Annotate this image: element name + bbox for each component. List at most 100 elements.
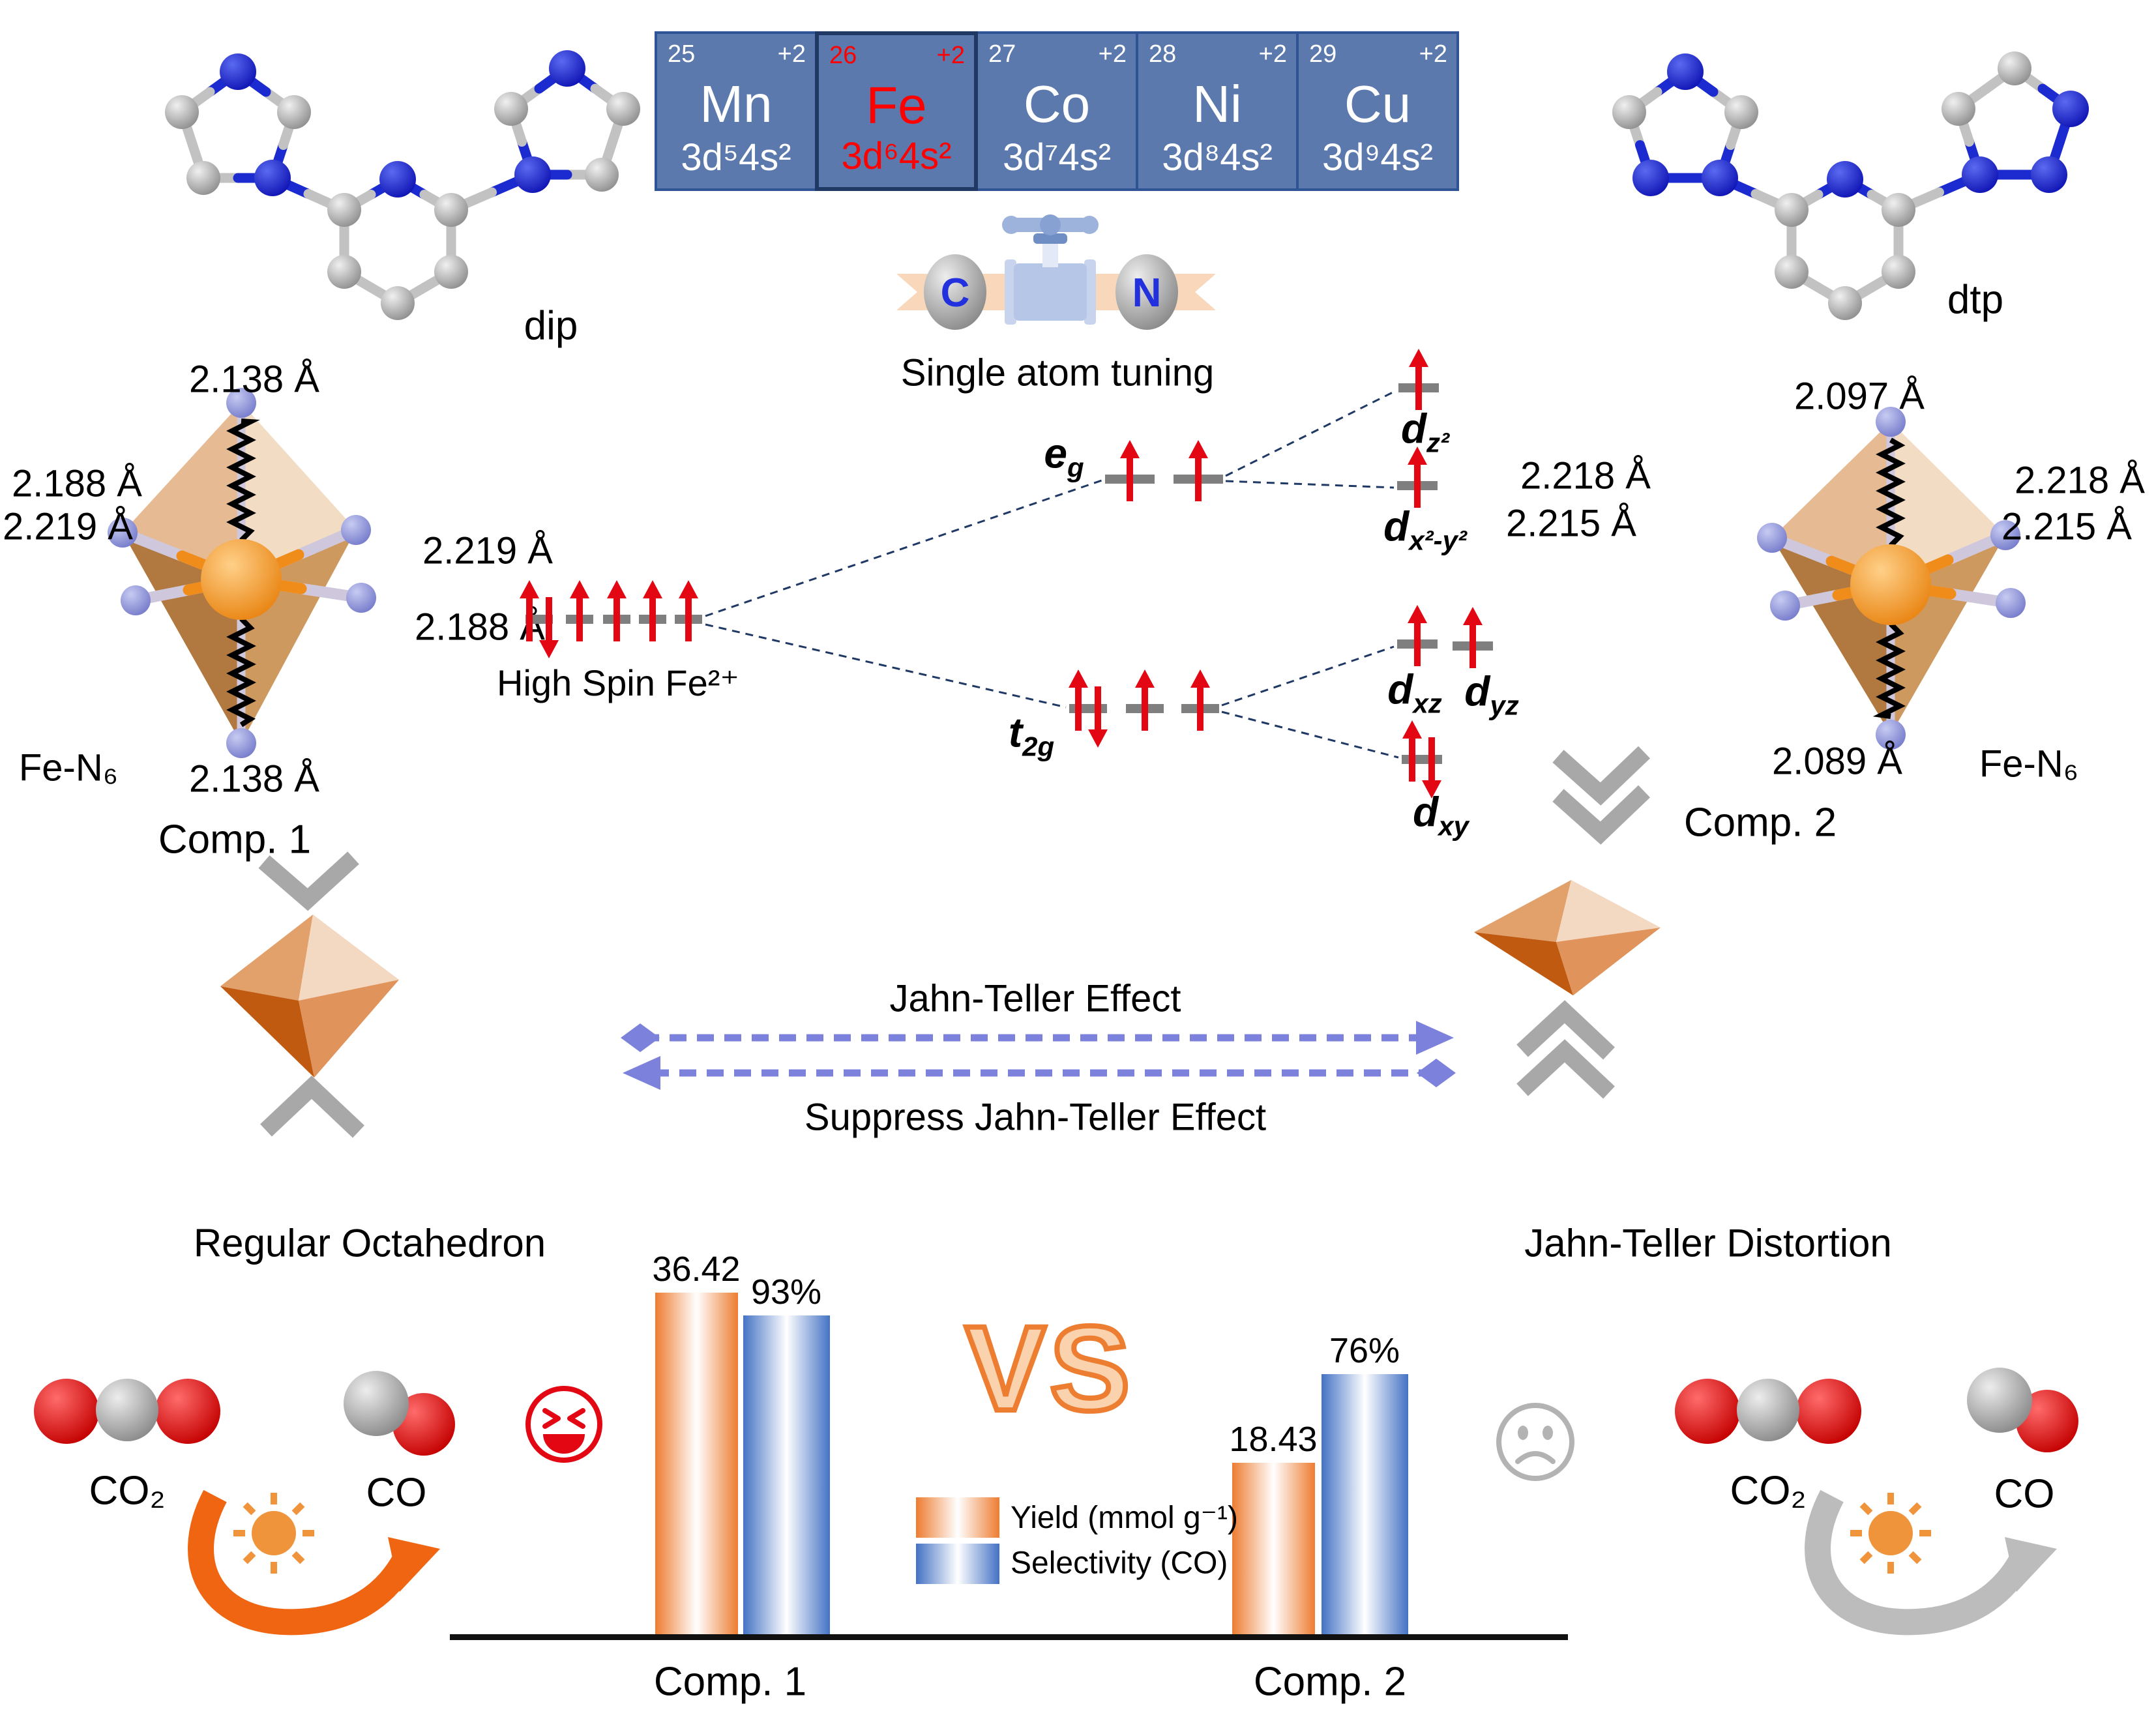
comp1-bond-bottom: 2.138 Å bbox=[189, 757, 319, 800]
atomic-number: 27 bbox=[988, 40, 1016, 68]
dyz-label: dyz bbox=[1464, 668, 1519, 721]
comp2-fen6-octahedron bbox=[1757, 407, 2026, 750]
comp2-bond-right-lower: 2.215 Å bbox=[2001, 505, 2132, 548]
svg-text:C: C bbox=[941, 271, 970, 316]
diamond-end bbox=[1417, 1059, 1456, 1087]
chevron-icon bbox=[1552, 746, 1650, 806]
spring-axial-bottom bbox=[1872, 622, 1906, 719]
oxidation-state: +2 bbox=[1258, 40, 1287, 68]
co2-molecule-left bbox=[34, 1379, 220, 1444]
nitrogen-atom bbox=[108, 518, 138, 548]
legend-swatch-selectivity bbox=[916, 1544, 999, 1584]
bar-selectivity-comp2 bbox=[1322, 1374, 1408, 1637]
co2-label-right: CO₂ bbox=[1730, 1468, 1807, 1514]
element-symbol: Co bbox=[1023, 75, 1091, 133]
curved-arrow bbox=[1805, 1490, 2034, 1636]
nitrogen-atom bbox=[1770, 591, 1800, 621]
oxidation-state: +2 bbox=[936, 42, 965, 69]
value-yield-comp1: 36.42 bbox=[652, 1250, 741, 1289]
value-selectivity-comp1: 93% bbox=[750, 1272, 822, 1312]
jahn-teller-effect-label: Jahn-Teller Effect bbox=[889, 977, 1181, 1020]
dip-label: dip bbox=[524, 303, 578, 349]
bar-yield-comp1 bbox=[655, 1293, 738, 1637]
sun-icon bbox=[1868, 1511, 1913, 1555]
comp1-bond-top: 2.138 Å bbox=[189, 358, 319, 401]
nitrogen-atom bbox=[226, 728, 256, 758]
comp1-bond-left-upper: 2.188 Å bbox=[12, 462, 142, 505]
bar-yield-comp2 bbox=[1232, 1463, 1315, 1637]
nitrogen-atom bbox=[1876, 720, 1906, 750]
chevron-icon bbox=[1516, 1000, 1615, 1060]
electron-config: 3d⁷4s² bbox=[1002, 136, 1112, 179]
legend-label-yield: Yield (mmol g⁻¹) bbox=[1011, 1501, 1238, 1535]
vs-text: VS bbox=[963, 1299, 1134, 1439]
comp2-title: Comp. 2 bbox=[1683, 800, 1837, 845]
co2-label-left: CO₂ bbox=[89, 1468, 166, 1514]
dxy-label: dxy bbox=[1413, 788, 1469, 842]
co-label-left: CO bbox=[366, 1470, 427, 1516]
curved-arrowhead bbox=[388, 1537, 440, 1592]
t2g-label: t2g bbox=[1008, 709, 1055, 762]
nitrogen-atom bbox=[1876, 407, 1906, 437]
oxidation-state: +2 bbox=[777, 40, 806, 68]
nitrogen-atom bbox=[346, 583, 376, 613]
value-selectivity-comp2: 76% bbox=[1329, 1331, 1400, 1370]
periodic-cell-Co: 27 +2 Co 3d⁷4s² bbox=[975, 31, 1138, 191]
nitrogen-atom bbox=[1757, 523, 1787, 553]
photocatalysis-arrow-right bbox=[1805, 1490, 2057, 1636]
comp2-formula: Fe-N₆ bbox=[1979, 742, 2079, 785]
eg-label: eg bbox=[1044, 430, 1084, 483]
diamond-end bbox=[621, 1023, 660, 1052]
oxidation-state: +2 bbox=[1098, 40, 1127, 68]
happy-face-icon bbox=[525, 1386, 602, 1463]
chevron-icon bbox=[1552, 785, 1650, 845]
comp1-title: Comp. 1 bbox=[158, 817, 312, 862]
suppress-jahn-teller-label: Suppress Jahn-Teller Effect bbox=[804, 1096, 1267, 1139]
atomic-number: 29 bbox=[1309, 40, 1337, 68]
arrowhead-right bbox=[1416, 1021, 1454, 1055]
spring-axial-bottom bbox=[226, 617, 256, 727]
legend-label-selectivity: Selectivity (CO) bbox=[1011, 1546, 1228, 1581]
iron-atom bbox=[1850, 544, 1931, 625]
co2-molecule-right bbox=[1675, 1379, 1861, 1444]
dtp-label: dtp bbox=[1947, 277, 2004, 323]
electron-config: 3d⁸4s² bbox=[1162, 136, 1273, 179]
chevron-icon bbox=[1516, 1039, 1615, 1099]
element-symbol: Ni bbox=[1192, 75, 1242, 133]
chart-baseline bbox=[450, 1634, 1568, 1640]
atomic-number: 26 bbox=[829, 42, 857, 69]
single-atom-tuning-caption: Single atom tuning bbox=[900, 351, 1215, 394]
dxz-label: dxz bbox=[1387, 666, 1442, 719]
nitrogen-atom bbox=[226, 388, 256, 418]
comp2-bond-bottom: 2.089 Å bbox=[1772, 740, 1902, 783]
sad-face-icon bbox=[1496, 1403, 1574, 1481]
distorted-octahedron-shape bbox=[1474, 880, 1661, 995]
electron-config: 3d⁶4s² bbox=[841, 135, 952, 177]
comp2-bond-top: 2.097 Å bbox=[1794, 375, 1925, 418]
legend-swatch-yield bbox=[916, 1497, 999, 1538]
co-label-right: CO bbox=[1994, 1471, 2055, 1517]
comp1-bond-left-lower: 2.219 Å bbox=[3, 505, 133, 548]
nitrogen-atom bbox=[121, 585, 151, 615]
periodic-cell-Mn: 25 +2 Mn 3d⁵4s² bbox=[655, 31, 818, 191]
co-molecule-left bbox=[344, 1371, 455, 1456]
value-yield-comp2: 18.43 bbox=[1229, 1420, 1318, 1459]
comp2-bond-left-upper: 2.218 Å bbox=[1520, 454, 1651, 497]
periodic-cell-Cu: 29 +2 Cu 3d⁹4s² bbox=[1296, 31, 1459, 191]
iron-atom bbox=[201, 539, 282, 620]
atomic-number: 28 bbox=[1149, 40, 1177, 68]
element-symbol: Fe bbox=[866, 76, 927, 134]
periodic-cell-Ni: 28 +2 Ni 3d⁸4s² bbox=[1136, 31, 1299, 191]
element-symbol: Mn bbox=[700, 75, 773, 133]
curved-arrow bbox=[188, 1490, 417, 1636]
energy-level bbox=[1069, 704, 1107, 713]
nitrogen-atom bbox=[341, 515, 371, 545]
regular-octahedron-label: Regular Octahedron bbox=[193, 1221, 546, 1265]
comp1-formula: Fe-N₆ bbox=[18, 746, 119, 789]
curved-arrowhead bbox=[2005, 1537, 2057, 1592]
comp2-bond-left-lower: 2.215 Å bbox=[1506, 502, 1636, 545]
sun-icon bbox=[252, 1511, 296, 1555]
